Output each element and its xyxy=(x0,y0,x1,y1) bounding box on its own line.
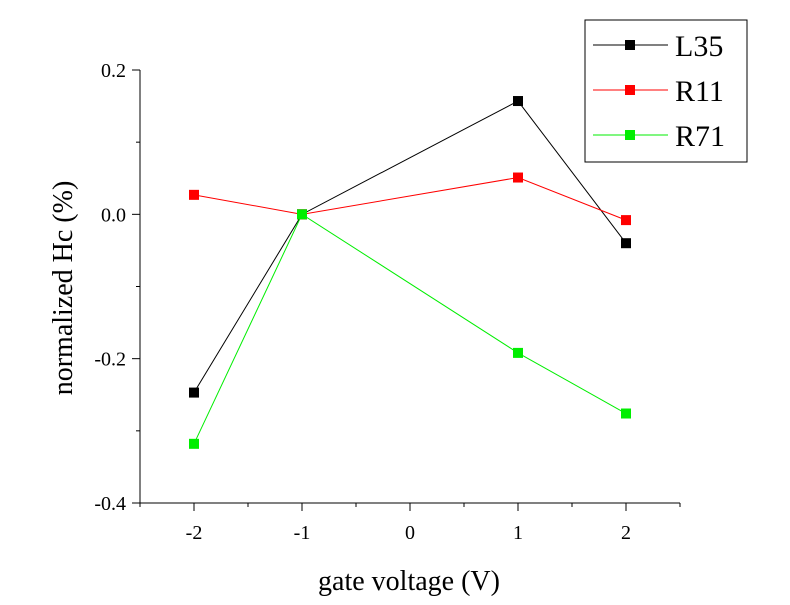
legend-box xyxy=(584,19,748,163)
legend: L35 R11 R71 xyxy=(584,19,748,163)
axes: 0.2 0.0 -0.2 -0.4 -2 -1 0 1 2 xyxy=(94,60,681,544)
legend-label-r71: R71 xyxy=(675,120,725,153)
x-axis-title: gate voltage (V) xyxy=(318,566,500,597)
data-point-l35 xyxy=(189,387,199,398)
series-layer xyxy=(189,96,631,449)
data-point-l35 xyxy=(621,238,631,249)
series-line-r11 xyxy=(193,177,627,221)
data-point-r11 xyxy=(189,189,199,200)
series-line-l35 xyxy=(193,100,627,393)
x-tick-label: 2 xyxy=(621,522,631,544)
x-tick-label: 0 xyxy=(405,522,415,544)
legend-marker-r71 xyxy=(625,130,635,140)
series-r11 xyxy=(189,172,631,226)
legend-marker-r11 xyxy=(625,85,635,95)
data-point-r11 xyxy=(621,215,631,226)
y-axis-title: normalized Hc (%) xyxy=(48,181,79,396)
y-tick-label: 0.2 xyxy=(101,60,126,82)
data-point-r71 xyxy=(513,347,523,358)
series-r71 xyxy=(189,209,631,449)
data-point-l35 xyxy=(513,96,523,107)
x-tick-label: -2 xyxy=(186,522,203,544)
legend-label-r11: R11 xyxy=(675,75,724,108)
legend-label-l35: L35 xyxy=(675,30,723,63)
y-tick-label: 0.0 xyxy=(101,204,126,226)
data-point-r71 xyxy=(297,209,307,220)
y-tick-label: -0.2 xyxy=(94,349,126,371)
series-l35 xyxy=(189,96,631,398)
data-point-r71 xyxy=(621,408,631,419)
data-point-r71 xyxy=(189,438,199,449)
data-point-r11 xyxy=(513,172,523,183)
y-tick-label: -0.4 xyxy=(94,493,126,515)
x-tick-label: -1 xyxy=(294,522,311,544)
legend-marker-l35 xyxy=(625,40,635,50)
x-tick-label: 1 xyxy=(513,522,523,544)
series-line-r71 xyxy=(193,213,627,445)
